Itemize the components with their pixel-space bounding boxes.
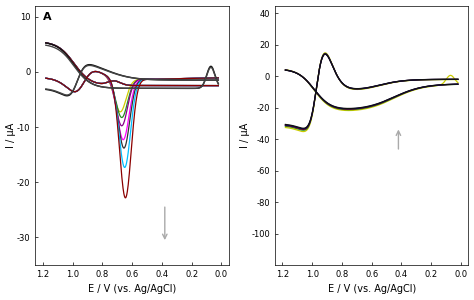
- Y-axis label: I / μA: I / μA: [240, 123, 250, 148]
- X-axis label: E / V (vs. Ag/AgCl): E / V (vs. Ag/AgCl): [88, 284, 176, 294]
- X-axis label: E / V (vs. Ag/AgCl): E / V (vs. Ag/AgCl): [328, 284, 416, 294]
- Text: A: A: [43, 12, 52, 22]
- Y-axis label: I / μA: I / μA: [6, 123, 16, 148]
